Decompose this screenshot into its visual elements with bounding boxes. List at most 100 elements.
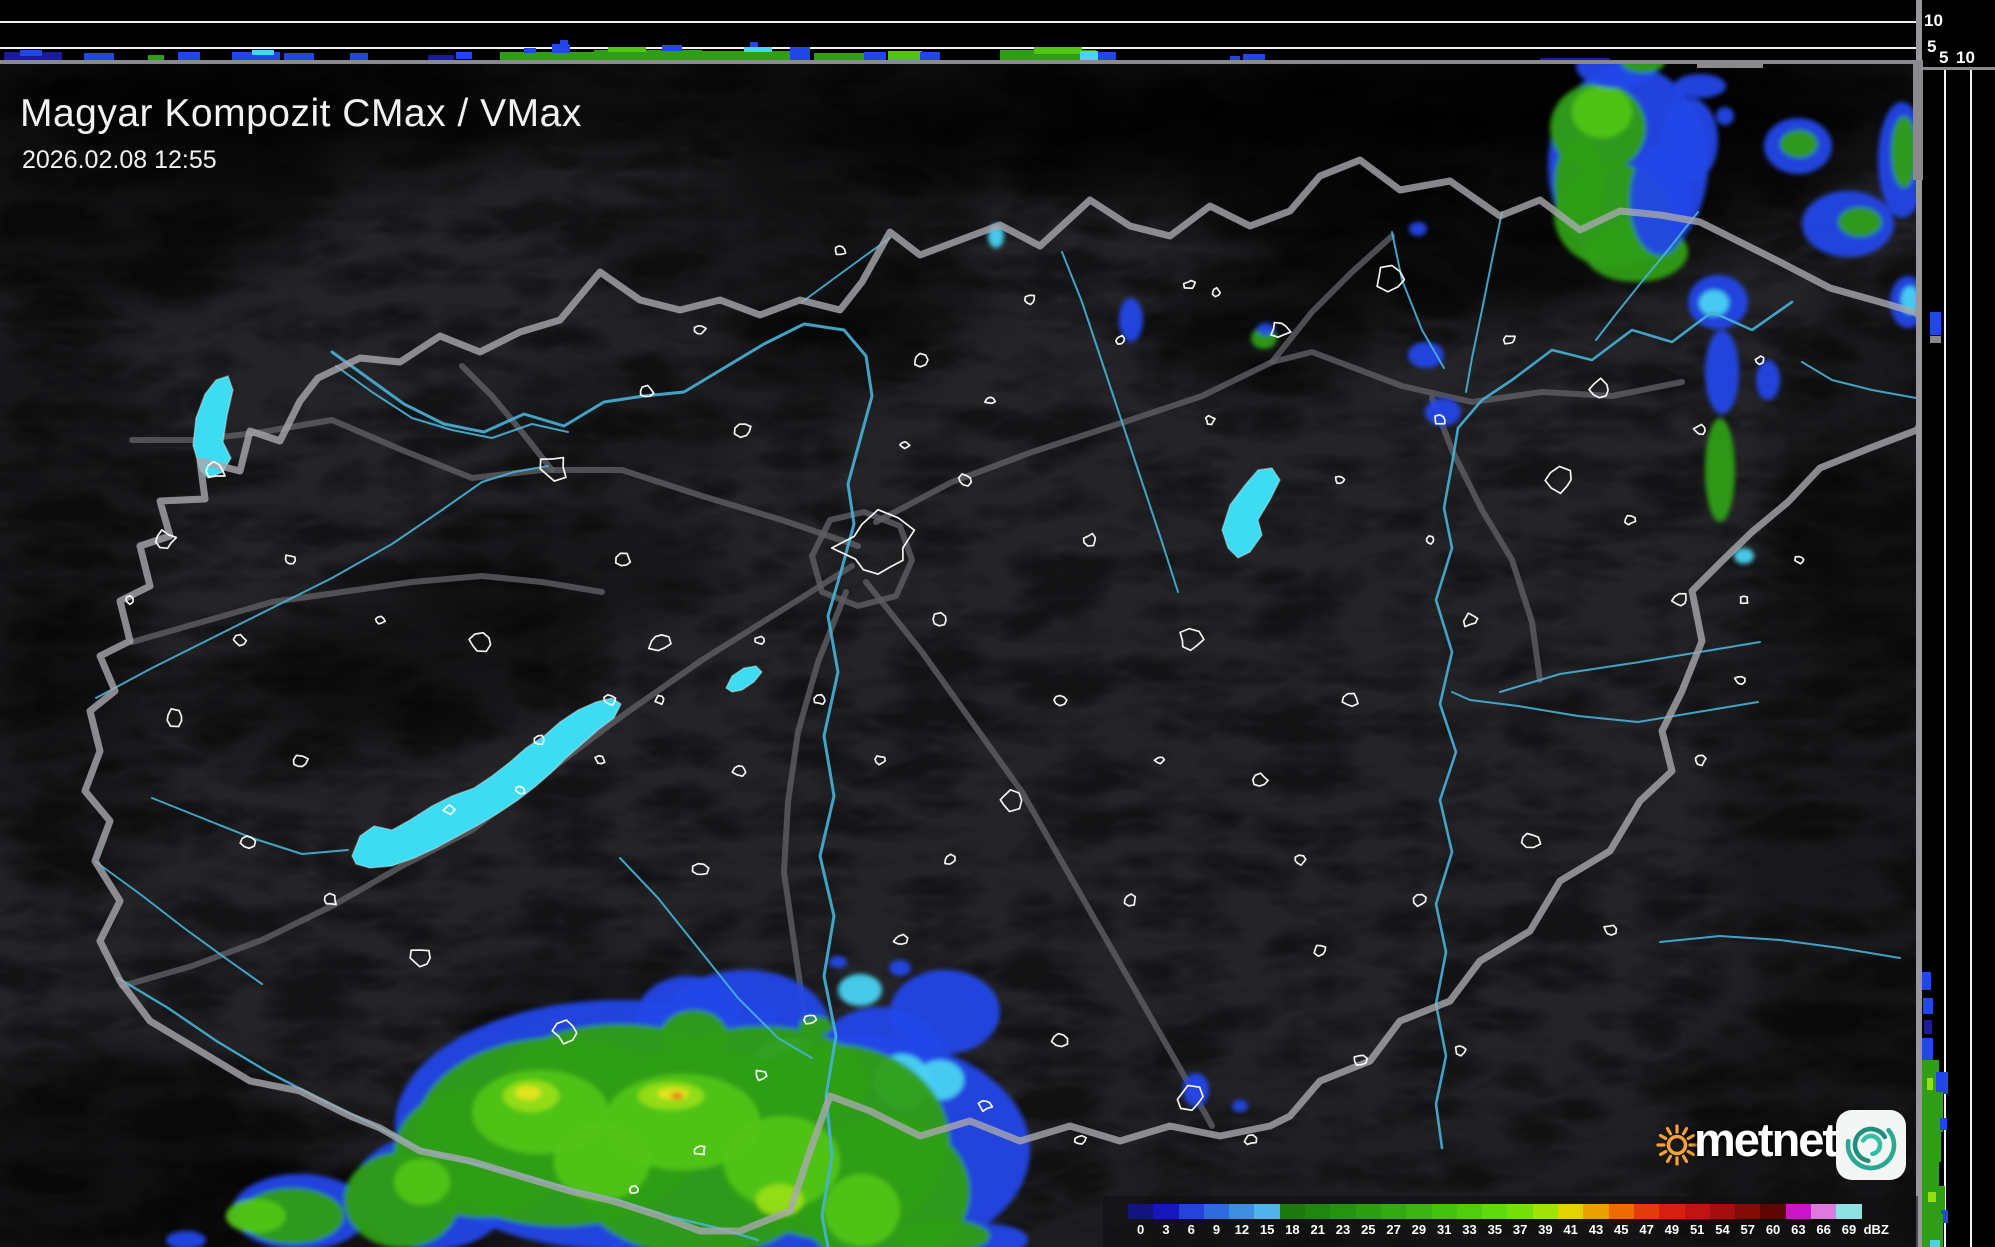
city-outline — [1462, 612, 1479, 628]
radar-echo — [671, 1092, 683, 1100]
city-outline — [754, 635, 766, 645]
radar-echo — [1119, 298, 1143, 342]
road — [459, 363, 555, 473]
river — [1801, 361, 1917, 399]
legend-color-cell — [1406, 1204, 1432, 1219]
profile-echoes — [4, 40, 1948, 1247]
profile-echo — [750, 42, 758, 47]
legend-value-label: 25 — [1361, 1222, 1376, 1237]
radar-echo — [750, 1007, 776, 1025]
legend-color-cell — [1431, 1204, 1457, 1219]
legend-value-label: 0 — [1137, 1222, 1145, 1237]
city-outline — [628, 1184, 640, 1194]
legend-color-cell — [1128, 1204, 1154, 1219]
dbz-scale-labels: 0 3 6 9 12 15 18 21 23 25 27 29 31 33 35 37 39 41 43 45 47 49… — [1128, 1222, 1918, 1237]
profile-echo — [232, 52, 280, 62]
legend-color-cell — [1380, 1204, 1407, 1219]
sun-ray — [1658, 1149, 1668, 1157]
radar-echo-layer — [166, 44, 1926, 1247]
city-outline — [693, 1145, 706, 1156]
profile-echo — [1940, 1118, 1947, 1130]
city-outline — [1603, 924, 1618, 936]
legend-color-cell — [1684, 1204, 1710, 1219]
profile-echo — [888, 51, 922, 61]
legend-unit: dBZ — [1863, 1222, 1889, 1237]
city-outline-layer — [125, 245, 1805, 1194]
lake — [725, 665, 764, 693]
terrain-shadow — [1290, 170, 1610, 330]
profile-echo — [1936, 1072, 1948, 1094]
dbz-color-scale: 0 3 6 9 12 15 18 21 23 25 27 29 31 33 35 37 39 41 43 45 47 49… — [1103, 1196, 1918, 1247]
legend-color-cell — [1279, 1204, 1306, 1219]
city-outline — [323, 892, 337, 906]
city-outline — [1179, 627, 1205, 652]
city-outline — [1050, 1032, 1069, 1048]
city-outline — [1153, 756, 1166, 765]
height-gridline — [1944, 70, 1946, 1247]
legend-value-label: 47 — [1639, 1222, 1654, 1237]
road — [863, 579, 1215, 1129]
legend-value-label: 57 — [1740, 1222, 1755, 1237]
profile-echo — [1922, 1038, 1933, 1060]
sun-ray — [1686, 1149, 1696, 1157]
country-border-layer — [81, 156, 1954, 1235]
profile-echo — [1928, 1192, 1936, 1202]
right-strip-height-label-5: 5 — [1939, 48, 1949, 67]
profile-echo — [20, 50, 42, 56]
terrain-shadow — [490, 360, 750, 480]
radar-echo — [1409, 222, 1427, 236]
radar-echo — [1780, 130, 1818, 158]
city-outline — [1353, 1054, 1369, 1066]
city-outline — [1544, 465, 1572, 495]
profile-echo — [4, 52, 62, 62]
city-outline — [1739, 595, 1749, 605]
profile-echo — [1922, 1214, 1943, 1247]
city-outline — [731, 765, 747, 778]
legend-color-cell — [1785, 1204, 1812, 1219]
city-outline — [1334, 475, 1346, 485]
profile-echo — [1080, 51, 1098, 60]
city-outline — [1754, 355, 1765, 366]
right-profile-strip — [1922, 70, 1995, 1247]
city-outline — [944, 853, 956, 866]
profile-echo — [1930, 1240, 1940, 1247]
hungary-border — [81, 156, 1954, 1235]
river — [1465, 211, 1503, 393]
radar-echo — [1183, 1073, 1209, 1107]
city-outline — [1204, 414, 1216, 426]
city-outline — [1115, 334, 1126, 346]
legend-value-label: 3 — [1162, 1222, 1170, 1237]
radar-echo — [1232, 1100, 1248, 1112]
lake — [1221, 467, 1281, 559]
top-profile-strip — [0, 0, 1918, 61]
profile-echo — [148, 55, 164, 62]
profile-echo — [1098, 52, 1116, 60]
profile-echo — [428, 55, 454, 62]
strip-top-border — [1922, 67, 1995, 70]
city-outline — [898, 440, 911, 450]
radar-echo — [1572, 86, 1632, 138]
city-outline — [205, 460, 226, 478]
profile-echo — [1243, 54, 1265, 62]
legend-value-label: 15 — [1259, 1222, 1275, 1237]
cyclone-spiral-icon — [1836, 1110, 1906, 1180]
city-outline — [1211, 286, 1222, 298]
city-outline — [834, 245, 847, 256]
legend-value-label: 18 — [1285, 1222, 1300, 1237]
river — [95, 861, 263, 985]
city-outline — [514, 785, 526, 795]
radar-echo — [394, 1159, 450, 1205]
city-outline — [999, 789, 1023, 813]
profile-echo — [814, 53, 866, 62]
legend-color-cell — [1482, 1204, 1508, 1219]
top-strip-height-label-5: 5 — [1927, 37, 1937, 56]
city-outline — [533, 734, 545, 746]
radar-echo — [890, 970, 1000, 1054]
legend-value-label: 35 — [1487, 1222, 1503, 1237]
city-outline — [1670, 592, 1687, 607]
sun-ray — [1665, 1126, 1673, 1136]
city-outline — [1412, 893, 1427, 908]
profile-echo — [1930, 312, 1941, 335]
